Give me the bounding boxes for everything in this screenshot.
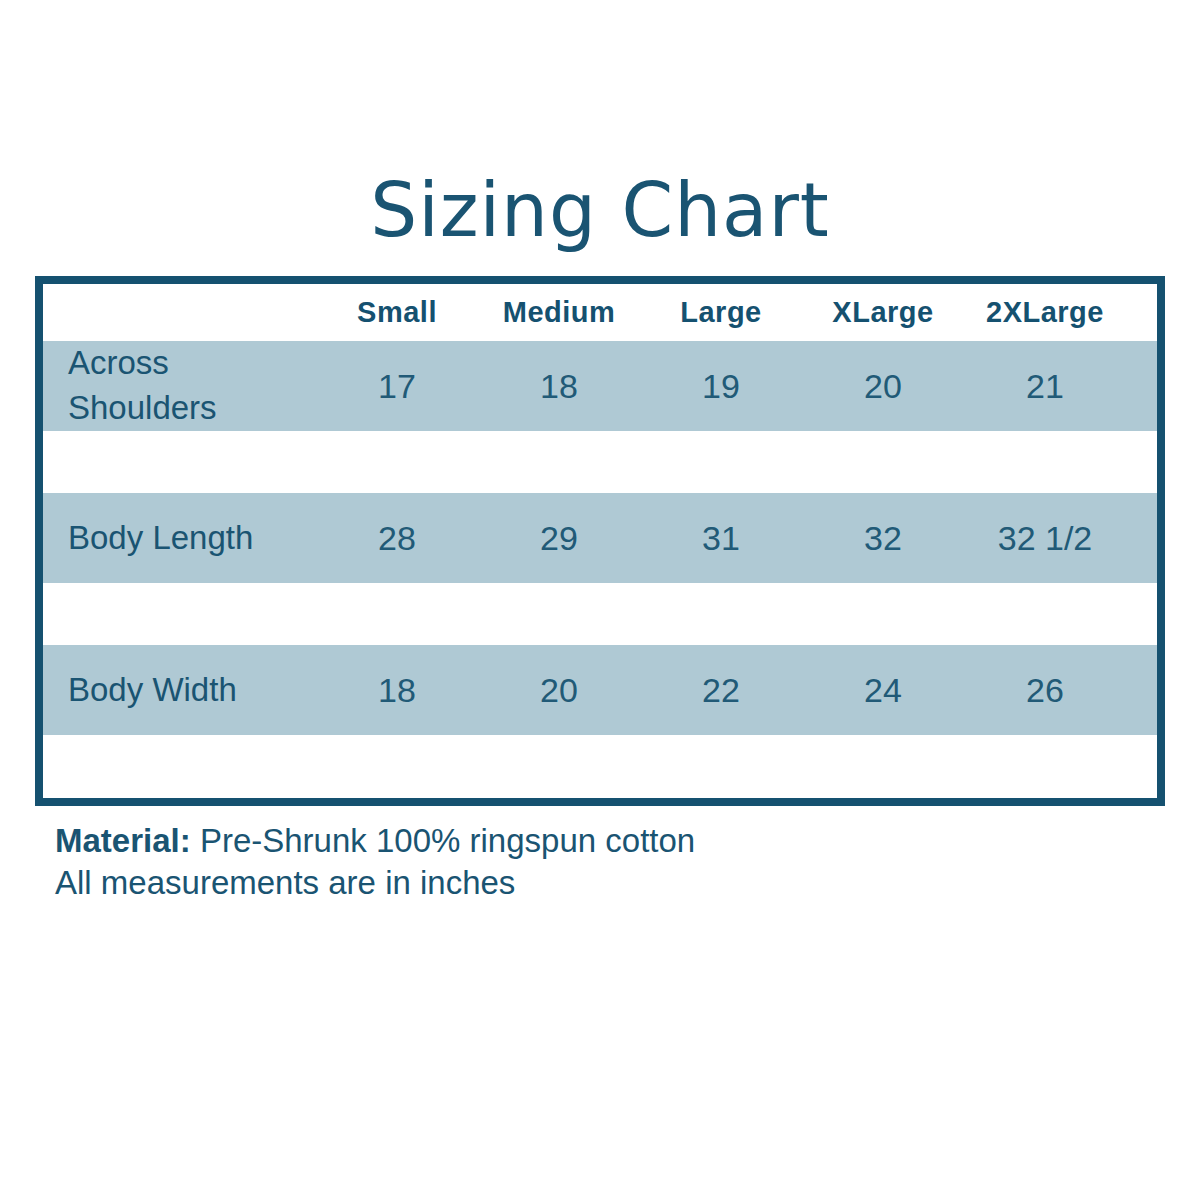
sizing-chart-page: Sizing Chart Small Medium Large XLarge 2… (0, 0, 1200, 1200)
cell-value: 31 (640, 519, 802, 558)
table-row-body-width: Body Width 18 20 22 24 26 (43, 645, 1157, 735)
table-header-row: Small Medium Large XLarge 2XLarge (43, 284, 1157, 341)
cell-value: 17 (316, 367, 478, 406)
sizing-table: Small Medium Large XLarge 2XLarge Across… (35, 276, 1165, 806)
table-row-body-length: Body Length 28 29 31 32 32 1/2 (43, 493, 1157, 583)
cell-value: 19 (640, 367, 802, 406)
cell-value: 24 (802, 671, 964, 710)
cell-value: 22 (640, 671, 802, 710)
table-row-across-shoulders: Across Shoulders 17 18 19 20 21 (43, 341, 1157, 431)
column-header-small: Small (316, 296, 478, 329)
row-label: Body Width (43, 668, 316, 713)
page-title: Sizing Chart (0, 166, 1200, 255)
table-spacer-row (43, 583, 1157, 645)
measurements-note: All measurements are in inches (55, 862, 695, 904)
cell-value: 32 1/2 (964, 519, 1126, 558)
column-header-xlarge: XLarge (802, 296, 964, 329)
material-line: Material: Pre-Shrunk 100% ringspun cotto… (55, 820, 695, 862)
table-spacer-row (43, 431, 1157, 493)
cell-value: 29 (478, 519, 640, 558)
table-spacer-row (43, 735, 1157, 798)
material-value: Pre-Shrunk 100% ringspun cotton (191, 822, 695, 859)
cell-value: 26 (964, 671, 1126, 710)
row-label: Across Shoulders (43, 341, 316, 430)
cell-value: 32 (802, 519, 964, 558)
material-label: Material: (55, 822, 191, 859)
column-header-large: Large (640, 296, 802, 329)
cell-value: 28 (316, 519, 478, 558)
cell-value: 18 (316, 671, 478, 710)
cell-value: 20 (478, 671, 640, 710)
cell-value: 20 (802, 367, 964, 406)
column-header-2xlarge: 2XLarge (964, 296, 1126, 329)
cell-value: 21 (964, 367, 1126, 406)
column-header-medium: Medium (478, 296, 640, 329)
footer-notes: Material: Pre-Shrunk 100% ringspun cotto… (55, 820, 695, 904)
row-label: Body Length (43, 516, 316, 561)
cell-value: 18 (478, 367, 640, 406)
